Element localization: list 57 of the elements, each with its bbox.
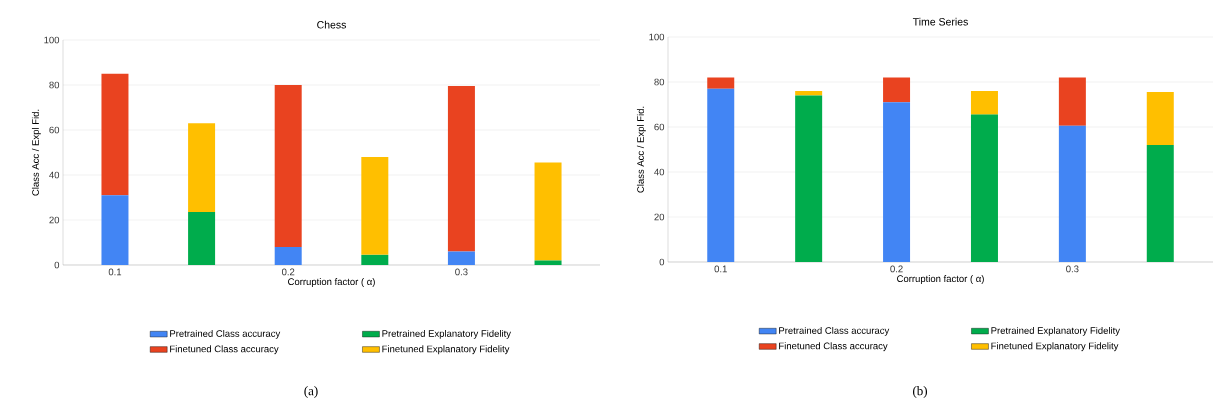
y-tick-label: 20 bbox=[49, 216, 60, 224]
bar bbox=[361, 157, 389, 255]
legend-label: Pretrained Explanatory Fidelity bbox=[382, 329, 511, 339]
legend-label: Finetuned Explanatory Fidelity bbox=[991, 342, 1119, 352]
y-tick-label: 40 bbox=[654, 168, 665, 176]
y-tick-label: 100 bbox=[649, 33, 665, 41]
x-tick-label: 0.2 bbox=[281, 268, 295, 276]
legend-label: Finetuned Class accuracy bbox=[779, 342, 888, 352]
bar bbox=[883, 77, 911, 103]
bar bbox=[188, 123, 216, 213]
bar bbox=[707, 88, 735, 262]
y-tick-label: 100 bbox=[44, 36, 60, 44]
legend-label: Pretrained Explanatory Fidelity bbox=[991, 326, 1120, 336]
y-tick-label: 0 bbox=[54, 261, 60, 269]
bar bbox=[1058, 77, 1086, 126]
y-tick-label: 80 bbox=[49, 81, 60, 89]
y-axis-title: Class Acc / Expl Fid. bbox=[636, 106, 646, 193]
bar bbox=[274, 247, 302, 265]
x-tick-label: 0.2 bbox=[890, 265, 903, 273]
bar bbox=[795, 95, 823, 262]
chart-title: Time Series bbox=[912, 17, 968, 26]
bar bbox=[883, 102, 911, 262]
y-tick-label: 80 bbox=[654, 78, 665, 86]
bar bbox=[274, 85, 302, 247]
bar bbox=[361, 254, 389, 265]
bar bbox=[101, 195, 129, 265]
bar bbox=[447, 251, 475, 265]
y-tick-label: 0 bbox=[659, 258, 665, 266]
x-axis-title: Corruption factor ( α) bbox=[288, 278, 375, 287]
x-axis-title: Corruption factor ( α) bbox=[897, 275, 984, 284]
bar bbox=[188, 212, 216, 265]
y-axis-title: Class Acc / Expl Fid. bbox=[31, 109, 41, 196]
y-tick-label: 40 bbox=[49, 171, 60, 179]
legend-label: Finetuned Explanatory Fidelity bbox=[382, 345, 510, 355]
text: (a) bbox=[304, 386, 318, 398]
bar bbox=[707, 77, 735, 89]
bar bbox=[970, 114, 998, 262]
text: (b) bbox=[913, 386, 928, 398]
legend-label: Pretrained Class accuracy bbox=[779, 326, 890, 336]
legend-label: Pretrained Class accuracy bbox=[170, 329, 281, 339]
y-tick-label: 20 bbox=[654, 213, 665, 221]
bar bbox=[1058, 125, 1086, 262]
bar bbox=[534, 260, 562, 265]
bar bbox=[970, 91, 998, 115]
chart-title: Chess bbox=[317, 20, 346, 29]
legend-label: Finetuned Class accuracy bbox=[170, 345, 279, 355]
bar bbox=[534, 162, 562, 261]
bar bbox=[101, 73, 129, 196]
bar bbox=[1146, 92, 1174, 145]
x-tick-label: 0.1 bbox=[108, 268, 122, 276]
y-tick-label: 60 bbox=[49, 126, 60, 134]
y-tick-label: 60 bbox=[654, 123, 665, 131]
x-tick-label: 0.3 bbox=[1066, 265, 1079, 273]
x-tick-label: 0.3 bbox=[455, 268, 468, 276]
x-tick-label: 0.1 bbox=[714, 265, 727, 273]
bar bbox=[1146, 145, 1174, 262]
bar bbox=[447, 86, 475, 252]
